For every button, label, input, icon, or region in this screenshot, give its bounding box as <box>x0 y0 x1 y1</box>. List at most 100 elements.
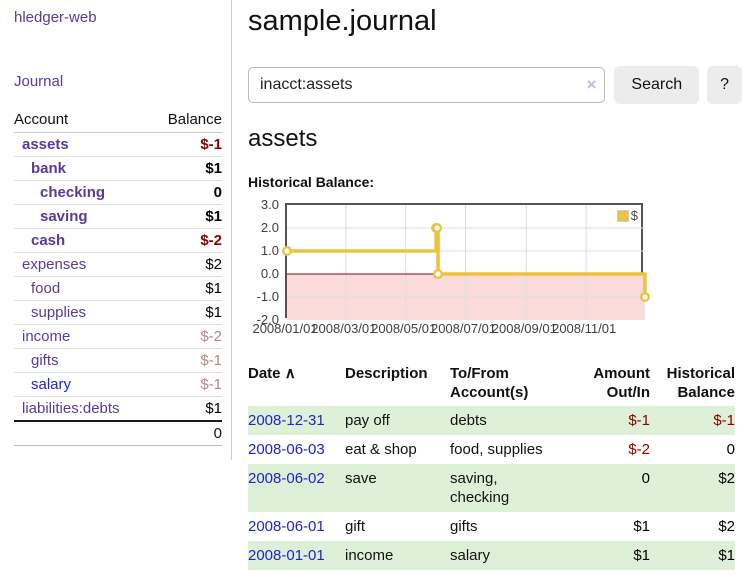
search-button[interactable]: Search <box>614 66 700 104</box>
account-row: food $1 <box>14 276 222 301</box>
account-balance: $2 <box>151 252 222 277</box>
account-heading: assets <box>248 125 318 152</box>
account-link[interactable]: saving <box>40 208 88 225</box>
page-title: sample.journal <box>248 5 437 37</box>
transaction-balance: $2 <box>718 470 735 487</box>
accounts-table: Account Balance assets $-1 bank $1 check… <box>14 108 222 446</box>
sort-ascending-icon: ∧ <box>284 365 296 382</box>
account-link[interactable]: assets <box>22 136 69 153</box>
account-link[interactable]: bank <box>31 160 67 177</box>
transaction-balance: 0 <box>726 441 735 458</box>
transaction-amount: $-2 <box>628 441 650 458</box>
accounts-total-row: 0 <box>14 420 222 446</box>
account-row: liabilities:debts $1 <box>14 396 222 421</box>
transaction-description: gift <box>345 518 366 535</box>
transaction-accounts: food, supplies <box>450 441 543 458</box>
transaction-date-link[interactable]: 2008-06-03 <box>248 441 325 458</box>
journal-link[interactable]: Journal <box>14 73 64 90</box>
transaction-date-link[interactable]: 2008-06-02 <box>248 470 325 487</box>
account-link[interactable]: food <box>31 280 61 297</box>
legend-swatch-icon <box>616 209 629 222</box>
transaction-amount: $1 <box>633 518 650 535</box>
transaction-accounts: gifts <box>450 518 478 535</box>
account-balance: $-1 <box>151 372 222 397</box>
register-row: 2008-06-03 eat & shop food, supplies $-2… <box>248 435 735 464</box>
brand-link[interactable]: hledger-web <box>14 9 97 26</box>
register-row: 2008-01-01 income salary $1 $1 <box>248 541 735 570</box>
register-row: 2008-06-01 gift gifts $1 $2 <box>248 512 735 541</box>
chart-canvas <box>282 205 651 320</box>
account-row: assets $-1 <box>14 132 222 157</box>
account-balance: $1 <box>151 156 222 181</box>
clear-search-icon[interactable]: × <box>586 75 597 94</box>
transaction-amount: $-1 <box>628 412 650 429</box>
account-row: salary $-1 <box>14 372 222 397</box>
chart-plot-area: $ <box>282 203 651 320</box>
chart-x-axis-labels: 2008/01/01 2008/03/01 2008/05/01 2008/07/01… <box>252 321 617 336</box>
account-row: bank $1 <box>14 156 222 181</box>
column-tofrom-accounts: To/From Account(s) <box>450 365 529 401</box>
account-balance: 0 <box>151 180 222 205</box>
account-row: supplies $1 <box>14 300 222 325</box>
help-button[interactable]: ? <box>707 66 742 104</box>
account-link[interactable]: gifts <box>31 352 59 369</box>
account-balance: $1 <box>151 396 222 421</box>
accounts-header-account: Account <box>14 108 152 133</box>
register-row: 2008-12-31 pay off debts $-1 $-1 <box>248 406 735 435</box>
register-header-row: Date ∧ Description To/From Account(s) Am… <box>248 360 735 406</box>
transaction-accounts: salary <box>450 547 491 564</box>
transaction-description: income <box>345 547 394 564</box>
account-row: cash $-2 <box>14 228 222 253</box>
account-balance: $1 <box>151 276 222 301</box>
account-link[interactable]: expenses <box>22 256 87 273</box>
nav-journal: Journal <box>14 73 222 91</box>
chart-title: Historical Balance: <box>248 174 375 190</box>
column-amount-out-in: Amount Out/In <box>593 365 650 401</box>
transaction-date-link[interactable]: 2008-12-31 <box>248 412 325 429</box>
account-balance: $-2 <box>151 228 222 253</box>
account-link[interactable]: income <box>22 328 71 345</box>
transaction-description: pay off <box>345 412 390 429</box>
column-historical-balance: Historical Balance <box>666 365 735 401</box>
account-link[interactable]: liabilities:debts <box>22 400 120 417</box>
account-balance: $-2 <box>151 324 222 349</box>
account-link[interactable]: supplies <box>31 304 87 321</box>
column-date[interactable]: Date ∧ <box>248 365 296 382</box>
account-row: checking 0 <box>14 180 222 205</box>
sidebar: hledger-web Journal Account Balance asse… <box>0 0 232 460</box>
transaction-accounts: debts <box>450 412 487 429</box>
accounts-header-balance: Balance <box>151 108 222 133</box>
account-balance: $1 <box>151 300 222 325</box>
historical-balance-chart: 3.0 2.0 1.0 0.0 -1.0 -2.0 $ 2008/01/01 2008/03… <box>248 197 651 339</box>
transaction-description: save <box>345 470 377 487</box>
search-input[interactable] <box>248 67 606 103</box>
account-balance: $-1 <box>151 132 222 157</box>
account-row: income $-2 <box>14 324 222 349</box>
transaction-date-link[interactable]: 2008-01-01 <box>248 547 325 564</box>
transaction-balance: $2 <box>718 518 735 535</box>
transaction-accounts: saving, checking <box>450 470 510 506</box>
account-row: saving $1 <box>14 204 222 229</box>
register-row: 2008-06-02 save saving, checking 0 $2 <box>248 464 735 512</box>
transaction-description: eat & shop <box>345 441 417 458</box>
account-balance: $-1 <box>151 348 222 373</box>
chart-legend: $ <box>616 208 638 223</box>
app-brand: hledger-web <box>14 9 222 27</box>
account-balance: $1 <box>151 204 222 229</box>
account-row: expenses $2 <box>14 252 222 277</box>
accounts-total-value: 0 <box>151 420 222 446</box>
main-content: sample.journal × Search ? assets Histori… <box>232 0 742 570</box>
transaction-balance: $1 <box>718 547 735 564</box>
legend-label: $ <box>630 208 638 223</box>
account-link[interactable]: cash <box>31 232 66 249</box>
register-table: Date ∧ Description To/From Account(s) Am… <box>248 360 735 570</box>
account-link[interactable]: checking <box>40 184 106 201</box>
transaction-amount: $1 <box>633 547 650 564</box>
transaction-balance: $-1 <box>713 412 735 429</box>
transaction-date-link[interactable]: 2008-06-01 <box>248 518 325 535</box>
account-row: gifts $-1 <box>14 348 222 373</box>
account-link[interactable]: salary <box>31 376 72 393</box>
chart-y-axis-labels: 3.0 2.0 1.0 0.0 -1.0 -2.0 <box>256 197 279 327</box>
transaction-amount: 0 <box>641 470 650 487</box>
column-description: Description <box>345 365 428 382</box>
